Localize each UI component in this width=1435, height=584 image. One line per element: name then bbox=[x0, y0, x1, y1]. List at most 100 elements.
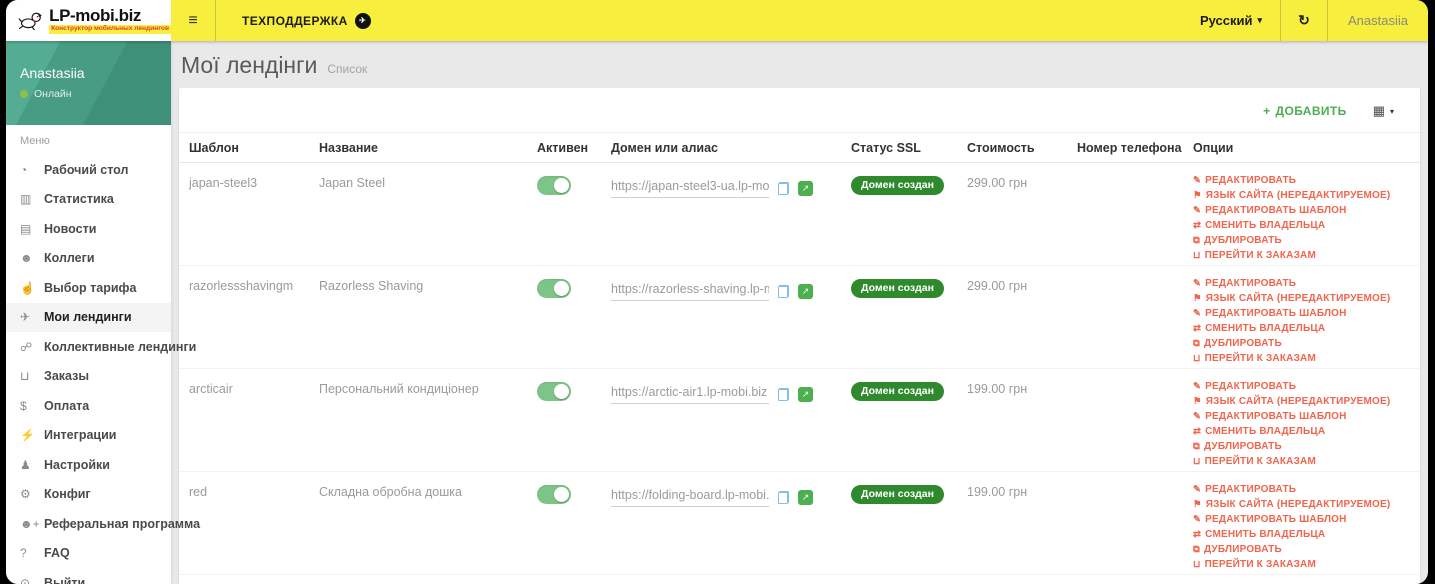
options-cell: ✎ РЕДАКТИРОВАТЬ ⚑ ЯЗЫК САЙТА (НЕРЕДАКТИРУЕ… bbox=[1193, 485, 1420, 570]
change-owner-link[interactable]: ⇄ СМЕНИТЬ ВЛАДЕЛЬЦА bbox=[1193, 529, 1326, 541]
go-to-orders-link[interactable]: ⊔ ПЕРЕЙТИ К ЗАКАЗАМ bbox=[1193, 559, 1316, 571]
exchange-icon: ⇄ bbox=[1193, 426, 1202, 438]
open-site-icon[interactable] bbox=[798, 490, 813, 505]
sidebar-item-collective-landings[interactable]: ☍ Коллективные лендинги bbox=[6, 332, 196, 362]
sidebar-item-config[interactable]: ⚙ Конфиг bbox=[6, 480, 171, 510]
logo-subtitle: Конструктор мобильных лендингов bbox=[49, 25, 171, 34]
sidebar-item-my-landings[interactable]: ✈ Мои лендинги bbox=[6, 302, 171, 332]
site-language-link[interactable]: ⚑ ЯЗЫК САЙТА (НЕРЕДАКТИРУЕМОЕ) bbox=[1193, 499, 1391, 511]
edit-icon: ✎ bbox=[1193, 514, 1202, 526]
topbar-divider bbox=[1280, 0, 1282, 41]
sidebar-item-label: FAQ bbox=[44, 546, 70, 561]
change-owner-link[interactable]: ⇄ СМЕНИТЬ ВЛАДЕЛЬЦА bbox=[1193, 220, 1326, 232]
go-to-orders-link[interactable]: ⊔ ПЕРЕЙТИ К ЗАКАЗАМ bbox=[1193, 250, 1316, 262]
site-language-link[interactable]: ⚑ ЯЗЫК САЙТА (НЕРЕДАКТИРУЕМОЕ) bbox=[1193, 396, 1391, 408]
newspaper-icon: ▤ bbox=[20, 221, 32, 236]
sidebar-item-integrations[interactable]: ⚡ Интеграции bbox=[6, 421, 171, 451]
table-row: japan-steel3 Japan Steel Домен создан 29… bbox=[179, 163, 1420, 266]
edit-template-link[interactable]: ✎ РЕДАКТИРОВАТЬ ШАБЛОН bbox=[1193, 411, 1347, 423]
name-cell: Japan Steel bbox=[319, 176, 386, 190]
sidebar-item-news[interactable]: ▤ Новости bbox=[6, 214, 171, 244]
sidebar-item-label: Новости bbox=[44, 221, 97, 236]
sidebar-item-tariff[interactable]: ☝ Выбор тарифа bbox=[6, 273, 171, 303]
chevron-down-icon: ▾ bbox=[1389, 106, 1394, 116]
sidebar-item-settings[interactable]: ♟ Настройки bbox=[6, 450, 171, 480]
copy-icon[interactable] bbox=[778, 285, 789, 298]
sidebar-item-referral[interactable]: ☻+ Реферальная программа bbox=[6, 509, 200, 539]
duplicate-link[interactable]: ⧉ ДУБЛИРОВАТЬ bbox=[1193, 338, 1282, 350]
bar-chart-icon: ▥ bbox=[20, 192, 32, 207]
open-site-icon[interactable] bbox=[798, 181, 813, 196]
topbar-divider bbox=[215, 0, 216, 41]
go-to-orders-link[interactable]: ⊔ ПЕРЕЙТИ К ЗАКАЗАМ bbox=[1193, 456, 1316, 468]
exchange-icon: ⇄ bbox=[1193, 323, 1202, 335]
sidebar-item-payment[interactable]: $ Оплата bbox=[6, 391, 171, 421]
active-toggle[interactable] bbox=[537, 382, 571, 401]
domain-input[interactable] bbox=[611, 488, 769, 507]
cart-icon: ⊔ bbox=[20, 369, 30, 384]
edit-link[interactable]: ✎ РЕДАКТИРОВАТЬ bbox=[1193, 381, 1297, 393]
change-owner-link[interactable]: ⇄ СМЕНИТЬ ВЛАДЕЛЬЦА bbox=[1193, 426, 1326, 438]
user-menu[interactable]: Anastasiia bbox=[1348, 13, 1408, 28]
logo[interactable]: LP-mobi.biz Конструктор мобильных лендин… bbox=[6, 0, 171, 41]
sidebar-item-orders[interactable]: ⊔ Заказы bbox=[6, 362, 171, 392]
table-grid-icon: ▦ bbox=[1372, 103, 1385, 118]
copy-icon[interactable] bbox=[778, 491, 789, 504]
site-language-link[interactable]: ⚑ ЯЗЫК САЙТА (НЕРЕДАКТИРУЕМОЕ) bbox=[1193, 293, 1391, 305]
sidebar-item-faq[interactable]: ? FAQ bbox=[6, 539, 171, 569]
name-cell: Razorless Shaving bbox=[319, 279, 424, 293]
active-toggle[interactable] bbox=[537, 485, 571, 504]
template-cell: razorlessshavingm bbox=[189, 279, 294, 293]
copy-icon: ⧉ bbox=[1193, 544, 1200, 556]
go-to-orders-link[interactable]: ⊔ ПЕРЕЙТИ К ЗАКАЗАМ bbox=[1193, 353, 1316, 365]
edit-template-link[interactable]: ✎ РЕДАКТИРОВАТЬ ШАБЛОН bbox=[1193, 308, 1347, 320]
change-owner-link[interactable]: ⇄ СМЕНИТЬ ВЛАДЕЛЬЦА bbox=[1193, 323, 1326, 335]
copy-icon[interactable] bbox=[778, 388, 789, 401]
open-site-icon[interactable] bbox=[798, 284, 813, 299]
open-site-icon[interactable] bbox=[798, 387, 813, 402]
template-cell: arcticair bbox=[189, 382, 233, 396]
sidebar-item-colleagues[interactable]: ☻ Коллеги bbox=[6, 244, 171, 274]
page-subtitle: Список bbox=[327, 62, 368, 76]
domain-input[interactable] bbox=[611, 282, 769, 301]
sidebar-item-logout[interactable]: ⊙ Выйти bbox=[6, 568, 171, 584]
active-toggle[interactable] bbox=[537, 176, 571, 195]
sidebar-item-label: Коллеги bbox=[44, 251, 95, 266]
table-row: razorlessshavingm Razorless Shaving Доме… bbox=[179, 266, 1420, 369]
add-button[interactable]: + ДОБАВИТЬ bbox=[1263, 104, 1347, 118]
duplicate-link[interactable]: ⧉ ДУБЛИРОВАТЬ bbox=[1193, 235, 1282, 247]
ssl-status-badge: Домен создан bbox=[851, 485, 944, 504]
edit-template-link[interactable]: ✎ РЕДАКТИРОВАТЬ ШАБЛОН bbox=[1193, 514, 1347, 526]
flag-icon: ⚑ bbox=[1193, 396, 1202, 408]
share-icon: ☍ bbox=[20, 339, 33, 354]
domain-input[interactable] bbox=[611, 385, 769, 404]
edit-link[interactable]: ✎ РЕДАКТИРОВАТЬ bbox=[1193, 484, 1297, 496]
copy-icon[interactable] bbox=[778, 182, 789, 195]
edit-link[interactable]: ✎ РЕДАКТИРОВАТЬ bbox=[1193, 175, 1297, 187]
copy-icon: ⧉ bbox=[1193, 235, 1200, 247]
landings-card: + ДОБАВИТЬ ▦ ▾ Шаблон Название Активен Д… bbox=[179, 88, 1420, 584]
edit-template-link[interactable]: ✎ РЕДАКТИРОВАТЬ ШАБЛОН bbox=[1193, 205, 1347, 217]
ssl-status-badge: Домен создан bbox=[851, 176, 944, 195]
language-dropdown[interactable]: Русский ▾ bbox=[1182, 0, 1280, 41]
refresh-icon[interactable]: ↻ bbox=[1298, 12, 1310, 28]
domain-input[interactable] bbox=[611, 179, 769, 198]
layout-dropdown[interactable]: ▦ ▾ bbox=[1373, 103, 1394, 119]
duplicate-link[interactable]: ⧉ ДУБЛИРОВАТЬ bbox=[1193, 441, 1282, 453]
sidebar-item-statistics[interactable]: ▥ Статистика bbox=[6, 185, 171, 215]
gears-icon: ⚙ bbox=[20, 487, 31, 502]
sidebar-item-label: Конфиг bbox=[44, 487, 91, 502]
edit-link[interactable]: ✎ РЕДАКТИРОВАТЬ bbox=[1193, 278, 1297, 290]
profile-status-label: Онлайн bbox=[34, 88, 72, 100]
sidebar-item-label: Выбор тарифа bbox=[44, 280, 137, 295]
support-button[interactable]: ТЕХПОДДЕРЖКА ✈ bbox=[216, 0, 397, 41]
hamburger-menu-icon[interactable]: ≡ bbox=[188, 11, 198, 29]
column-header-name: Название bbox=[319, 140, 379, 155]
logo-title: LP-mobi.biz bbox=[49, 6, 142, 26]
active-toggle[interactable] bbox=[537, 279, 571, 298]
sidebar-item-label: Оплата bbox=[44, 398, 90, 413]
sidebar-item-desktop[interactable]: ◔ Рабочий стол bbox=[6, 155, 171, 185]
site-language-link[interactable]: ⚑ ЯЗЫК САЙТА (НЕРЕДАКТИРУЕМОЕ) bbox=[1193, 190, 1391, 202]
add-button-label: ДОБАВИТЬ bbox=[1275, 104, 1347, 118]
duplicate-link[interactable]: ⧉ ДУБЛИРОВАТЬ bbox=[1193, 544, 1282, 556]
